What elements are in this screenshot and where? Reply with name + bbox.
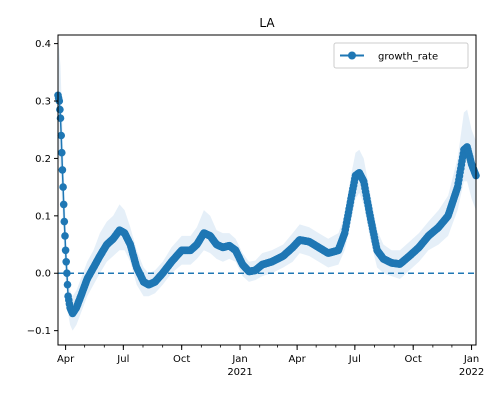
legend-marker [348, 51, 356, 60]
data-point [61, 232, 69, 240]
data-point [61, 246, 70, 255]
x-tick-year-label: 2021 [227, 367, 252, 378]
x-tick-label: Apr [57, 354, 75, 365]
x-tick-label: Jan [231, 354, 247, 365]
y-tick-label: −0.1 [27, 326, 51, 337]
x-tick-label: Jul [116, 354, 129, 365]
x-tick-label: Oct [405, 354, 422, 365]
data-point [63, 280, 72, 289]
y-tick-label: 0.3 [35, 97, 51, 108]
x-tick-label: Jan [463, 354, 479, 365]
data-point [60, 217, 69, 226]
data-point [58, 148, 66, 157]
y-tick-label: 0.4 [35, 39, 51, 50]
chart-title: LA [259, 16, 275, 30]
data-point [57, 131, 65, 140]
confidence-band [58, 43, 476, 331]
data-point [55, 97, 64, 105]
axes-frame [57, 34, 477, 346]
legend-label: growth_rate [378, 52, 438, 63]
y-tick-label: 0.1 [35, 211, 51, 222]
data-point [59, 200, 68, 209]
data-point [56, 105, 64, 114]
data-point [63, 269, 71, 278]
x-tick-label: Oct [173, 354, 190, 365]
x-tick-label: Apr [288, 354, 306, 365]
x-tick-label: Jul [348, 354, 361, 365]
data-point [58, 166, 67, 174]
data-point [59, 183, 67, 191]
data-point [56, 114, 65, 122]
legend-frame [333, 42, 469, 69]
data-point [62, 258, 70, 266]
legend: growth_rate [333, 42, 469, 69]
y-tick-label: 0.2 [35, 154, 51, 165]
x-tick-year-label: 2022 [459, 367, 484, 378]
y-tick-label: 0.0 [35, 269, 51, 280]
plot-area: −0.1 0.0 0.1 0.2 0.3 0.4 Apr Jul Oct Jan 2021 Apr Ju… [27, 34, 484, 378]
